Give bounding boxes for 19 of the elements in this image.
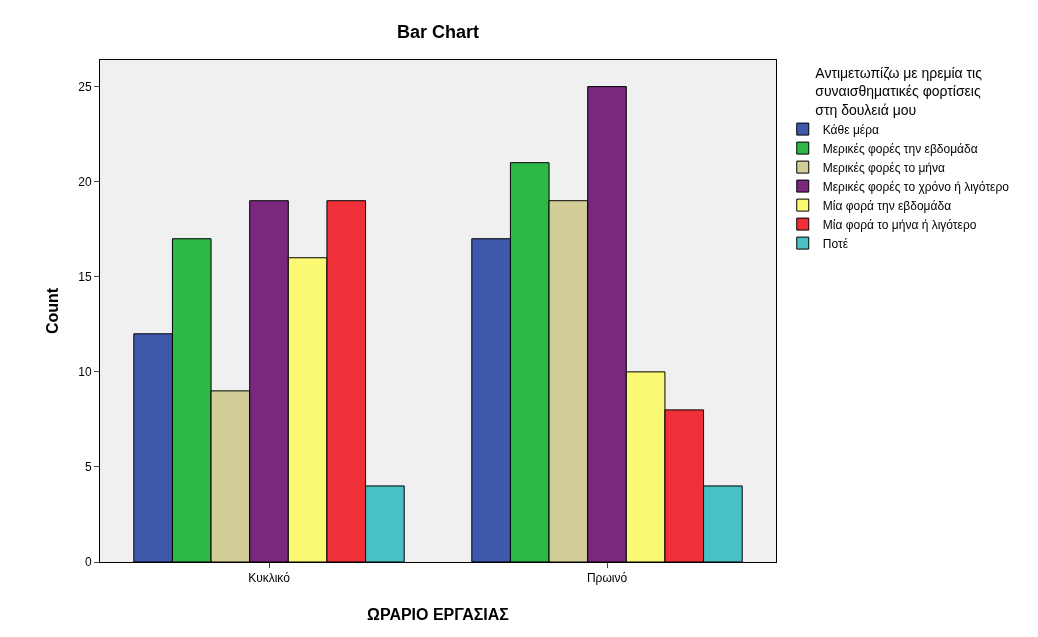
legend-label: Μερικές φορές το χρόνο ή λιγότερο [822, 179, 1010, 194]
legend-label: Ποτέ [822, 236, 849, 251]
legend-label: Κάθε μέρα [822, 122, 879, 137]
y-axis-title: Count [44, 287, 61, 335]
x-tick-label: Πρωινό [586, 571, 628, 586]
y-tick-label: 5 [84, 460, 92, 475]
legend-title: Αντιμετωπίζω με ηρεμία τις συναισθηματικές φορτίσεις στη δουλειά μου [815, 65, 983, 118]
y-tick-label: 25 [78, 79, 92, 94]
x-tick-label: Κυκλικό [248, 571, 291, 586]
chart-title: Bar Chart [396, 22, 480, 43]
legend-label: Μία φορά την εβδομάδα [822, 198, 952, 213]
legend-label: Μία φορά το μήνα ή λιγότερο [822, 217, 977, 232]
legend-label: Μερικές φορές την εβδομάδα [822, 141, 978, 156]
y-tick-label: 0 [84, 555, 92, 570]
x-axis-title: ΩΡΑΡΙΟ ΕΡΓΑΣΙΑΣ [367, 606, 510, 623]
y-tick-label: 15 [78, 269, 92, 284]
y-tick-label: 10 [78, 365, 92, 380]
legend-label: Μερικές φορές το μήνα [822, 160, 945, 175]
y-tick-label: 20 [78, 174, 92, 189]
